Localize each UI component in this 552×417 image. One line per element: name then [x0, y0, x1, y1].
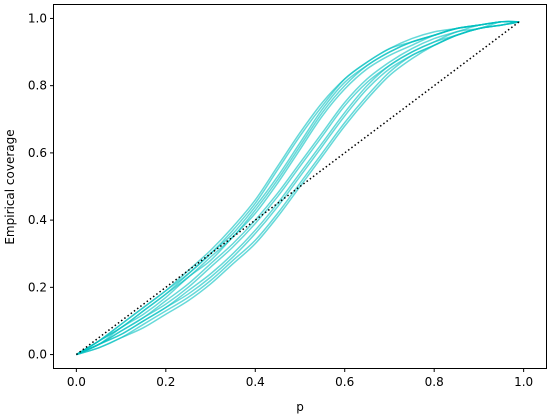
coverage-line-7 [76, 20, 520, 356]
y-axis-label: Empirical coverage [3, 129, 17, 244]
y-tick-label: 0.4 [28, 213, 47, 227]
diagonal-reference-line [75, 21, 520, 356]
x-tick-label: 0.6 [335, 375, 354, 389]
coverage-line-5 [76, 20, 520, 356]
coverage-line-11 [76, 21, 520, 356]
x-axis: 0.0 0.2 0.4 0.6 0.8 1.0 [67, 368, 533, 389]
y-axis: 0.0 0.2 0.4 0.6 0.8 1.0 [28, 11, 54, 362]
x-axis-label: p [296, 400, 304, 414]
x-tick-label: 0.8 [425, 375, 444, 389]
x-tick-label: 1.0 [514, 375, 533, 389]
x-tick-label: 0.2 [156, 375, 175, 389]
series-layer [75, 20, 520, 356]
x-tick-label: 0.0 [67, 375, 86, 389]
x-tick-label: 0.4 [246, 375, 265, 389]
diagonal-layer [75, 21, 520, 356]
y-tick-label: 1.0 [28, 11, 47, 25]
y-tick-label: 0.0 [28, 348, 47, 362]
y-tick-label: 0.8 [28, 79, 47, 93]
y-tick-label: 0.6 [28, 146, 47, 160]
plot-frame [53, 4, 547, 369]
y-tick-label: 0.2 [28, 280, 47, 294]
